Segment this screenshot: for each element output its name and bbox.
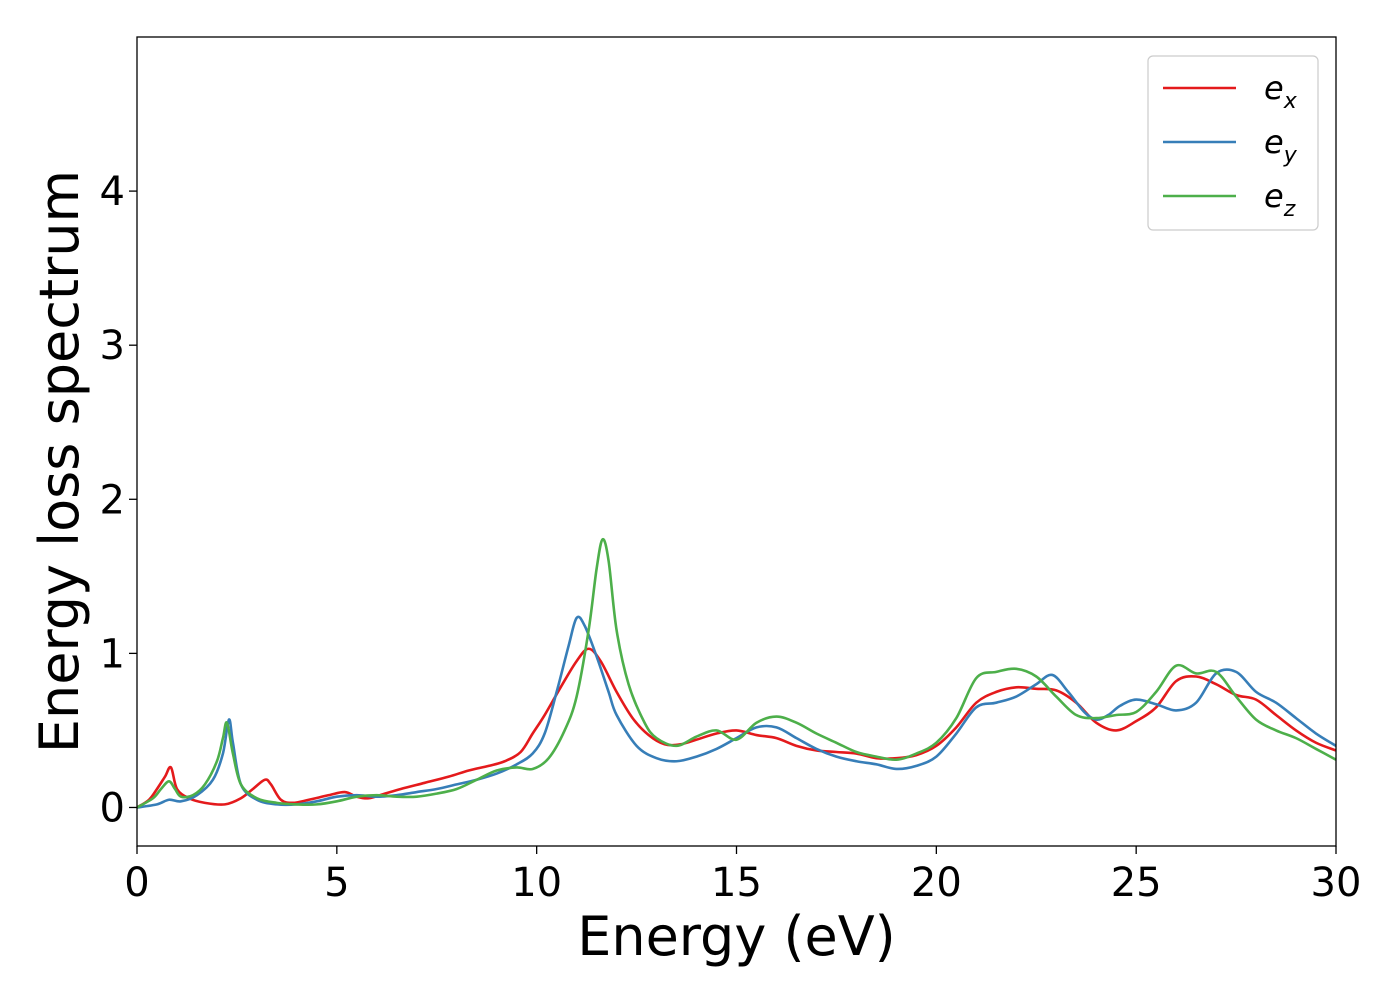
legend: ex ey ez — [1147, 55, 1319, 231]
legend-label-y: ey — [1264, 123, 1298, 168]
x-tick-label: 25 — [1111, 860, 1162, 906]
legend-label-x: ex — [1264, 69, 1298, 114]
y-axis-label: Energy loss spectrum — [28, 170, 91, 753]
y-tick-label: 2 — [100, 477, 125, 523]
x-tick-label: 20 — [911, 860, 962, 906]
series-line-y — [137, 615, 1336, 809]
x-axis-ticks: 0 5 10 15 20 25 30 — [124, 846, 1361, 906]
y-axis-ticks: 0 1 2 3 4 — [100, 169, 137, 831]
x-tick-label: 30 — [1311, 860, 1362, 906]
series-line-z — [137, 537, 1336, 809]
x-tick-label: 0 — [124, 860, 149, 906]
x-tick-label: 10 — [511, 860, 562, 906]
x-tick-label: 15 — [711, 860, 762, 906]
legend-label-z: ez — [1264, 177, 1296, 222]
series-layer — [137, 537, 1336, 809]
x-axis-label: Energy (eV) — [577, 905, 896, 968]
x-tick-label: 5 — [324, 860, 349, 906]
y-tick-label: 3 — [100, 323, 125, 369]
y-tick-label: 1 — [100, 631, 125, 677]
y-tick-label: 0 — [100, 785, 125, 831]
y-tick-label: 4 — [100, 169, 125, 215]
series-line-x — [137, 647, 1336, 809]
